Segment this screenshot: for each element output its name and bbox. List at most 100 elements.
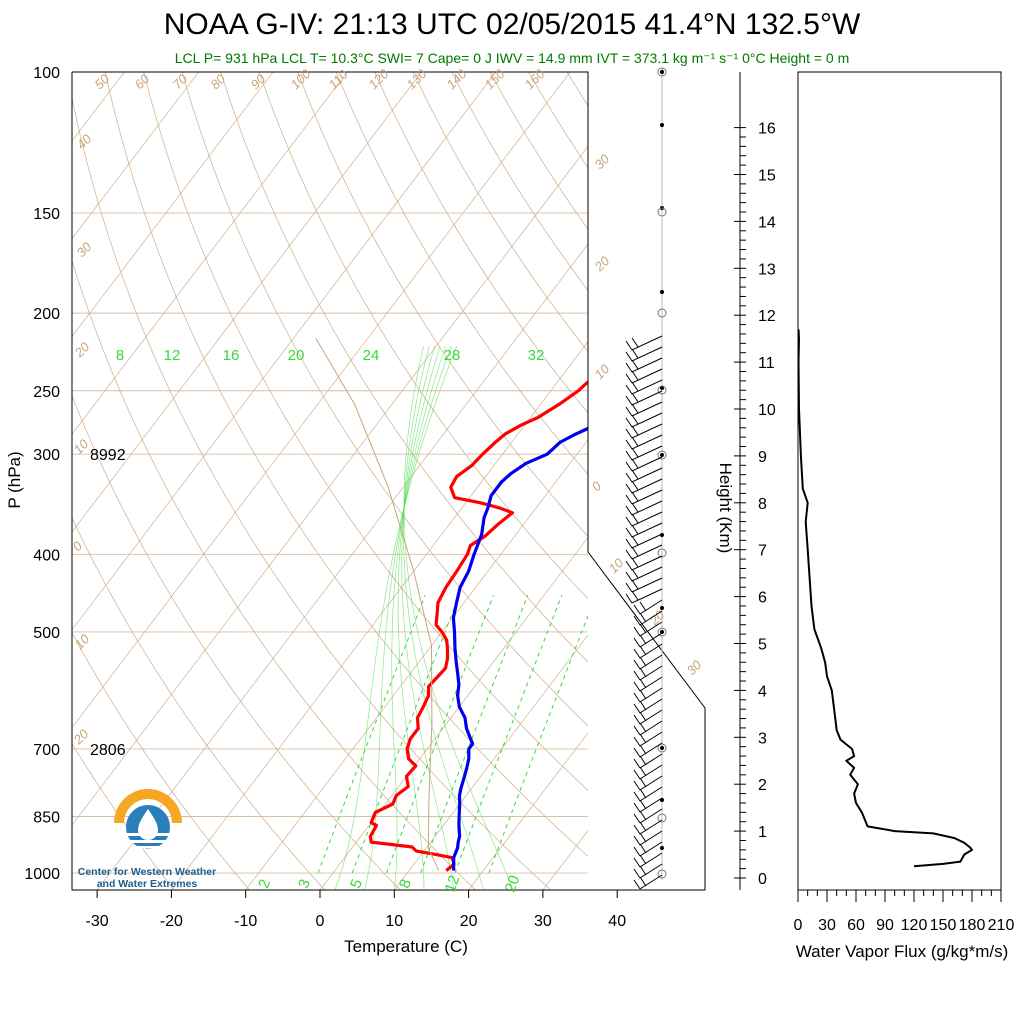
logo-caption-line1: Center for Western Weather [77, 866, 217, 878]
wind-dot [660, 123, 664, 127]
adiabat-label: 80 [208, 71, 229, 92]
wind-barb-flag [625, 340, 633, 351]
height-axis-label: Height (Km) [716, 463, 735, 554]
wind-barb [639, 621, 663, 637]
wind-dot [660, 746, 664, 750]
dry-adiabat [72, 259, 476, 890]
wind-barb [639, 841, 663, 857]
flux-tick-label: 120 [901, 917, 928, 934]
height-tick-label: 12 [758, 308, 776, 325]
mixing-ratio-line [317, 595, 426, 874]
height-tick-label: 1 [758, 824, 767, 841]
isotherm [692, 72, 1024, 890]
flux-tick-label: 90 [876, 917, 894, 934]
wind-barb [631, 390, 663, 406]
wind-dot [660, 70, 664, 74]
dry-adiabat [297, 72, 588, 537]
mixing-ratio-line [488, 614, 588, 874]
adiabat-label: 10 [72, 631, 93, 652]
wind-barb-flag [633, 747, 641, 758]
pressure-tick-label: 250 [33, 384, 60, 401]
wind-barb-flag [639, 733, 647, 744]
wind-barb-flag [631, 370, 639, 381]
moist-adiabat [334, 346, 458, 890]
pressure-tick-label: 150 [33, 206, 60, 223]
mixing-ratio-label: 28 [444, 347, 461, 364]
moist-adiabat [397, 346, 441, 890]
wind-barb-flag [633, 780, 641, 791]
wind-barb-flag [639, 634, 647, 645]
wind-barb-flag [639, 766, 647, 777]
x-tick-label: 0 [316, 913, 325, 930]
wind-dot [660, 630, 664, 634]
wind-barb-flag [639, 777, 647, 788]
wind-barb [639, 687, 663, 703]
wind-barb-flag [625, 505, 633, 516]
wind-barb-flag [625, 593, 633, 604]
wind-barb-flag [631, 568, 639, 579]
dewpoint-line [451, 426, 588, 871]
wind-barb-flag [633, 714, 641, 725]
wind-barb-flag [625, 373, 633, 384]
x-tick-label: -20 [160, 913, 183, 930]
mixing-ratio-line [454, 595, 563, 874]
wind-barb-flag [625, 516, 633, 527]
wind-barb-flag [639, 678, 647, 689]
calm-circle [657, 308, 667, 318]
dry-adiabat [72, 742, 175, 890]
parcel-line [315, 338, 440, 871]
wind-barb-flag [639, 876, 647, 887]
wind-dot [660, 290, 664, 294]
wind-barb-flag [639, 623, 647, 634]
wind-barb-flag [625, 450, 633, 461]
calm-circle [657, 450, 667, 460]
wind-barb-flag [633, 835, 641, 846]
dry-adiabat [72, 96, 552, 890]
mixing-ratio-label: 8 [116, 347, 124, 364]
wind-barb [631, 335, 663, 351]
adiabat-label: 70 [170, 71, 191, 92]
chart-subtitle: LCL P= 931 hPa LCL T= 10.3°C SWI= 7 Cape… [174, 50, 850, 66]
isotherm [468, 732, 588, 890]
wind-barb-flag [631, 425, 639, 436]
wind-barb [631, 401, 663, 417]
wind-barb-flag [639, 788, 647, 799]
isotherm [72, 145, 588, 826]
flux-tick-label: 30 [818, 917, 836, 934]
wind-barb [631, 423, 663, 439]
x-tick-label: -10 [234, 913, 257, 930]
temperature-line [368, 380, 588, 872]
wind-barb-flag [633, 725, 641, 736]
calm-circle [657, 869, 667, 879]
moist-adiabat [403, 346, 514, 890]
dry-adiabat [451, 72, 588, 292]
dry-adiabat [644, 72, 1024, 890]
logo-caption: Center for Western Weather and Water Ext… [62, 866, 232, 890]
adiabat-label: 150 [482, 66, 508, 92]
wind-barb-flag [633, 681, 641, 692]
wind-barb-flag [631, 524, 639, 535]
wind-barb-flag [633, 758, 641, 769]
wind-barb [639, 698, 663, 714]
wind-barb-flag [633, 879, 641, 890]
plot-frame [71, 71, 706, 891]
flux-tick-label: 150 [930, 917, 957, 934]
wind-barb-flag [639, 612, 647, 623]
calm-circle [657, 385, 667, 395]
wind-barb-flag [631, 436, 639, 447]
mixing-ratio-lines [317, 346, 588, 890]
wind-barb-flag [625, 384, 633, 395]
isotherm [72, 72, 274, 338]
wind-barb-flag [631, 491, 639, 502]
calm-circle [657, 743, 667, 753]
wind-barb [639, 775, 663, 791]
wind-barb [639, 709, 663, 725]
wind-barb-flag [639, 810, 647, 821]
flux-line [797, 329, 973, 868]
x-axis-label: Temperature (C) [344, 937, 468, 956]
calm-circle [657, 207, 667, 217]
adiabat-label: 60 [132, 71, 153, 92]
